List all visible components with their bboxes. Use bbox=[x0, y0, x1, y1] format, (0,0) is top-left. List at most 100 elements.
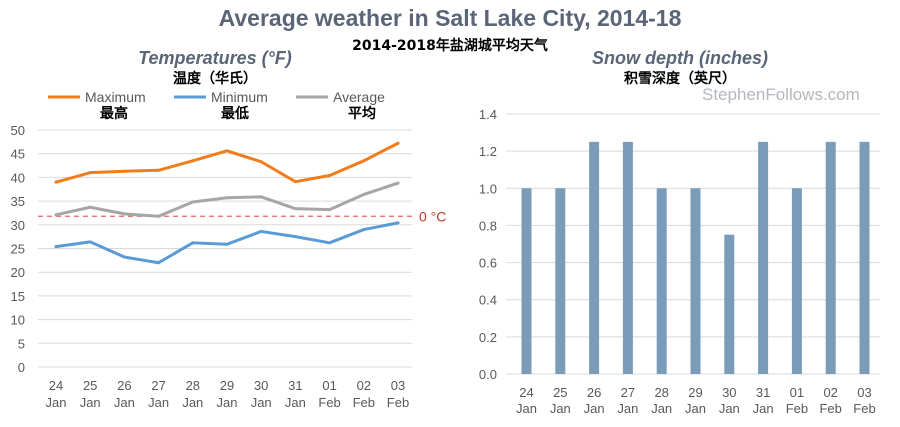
temp-x-tick-month: Jan bbox=[80, 395, 101, 410]
snow-x-tick-day: 30 bbox=[722, 385, 736, 400]
temp-x-tick-day: 01 bbox=[322, 378, 336, 393]
maximum-data-point bbox=[396, 141, 400, 145]
maximum-series-line bbox=[54, 141, 400, 184]
snow-bar bbox=[825, 141, 836, 374]
temp-x-tick-month: Jan bbox=[182, 395, 203, 410]
minimum-data-point bbox=[54, 245, 58, 249]
snow-y-tick-label: 0.8 bbox=[479, 218, 497, 233]
temp-x-tick-month: Feb bbox=[387, 395, 409, 410]
snow-x-tick-month: Jan bbox=[685, 401, 706, 416]
snow-y-tick-label: 1.0 bbox=[479, 181, 497, 196]
snow-bar bbox=[758, 141, 769, 374]
minimum-data-point bbox=[362, 228, 366, 232]
maximum-data-point bbox=[328, 174, 332, 178]
minimum-data-point bbox=[157, 261, 161, 265]
average-data-point bbox=[259, 195, 263, 199]
snow-x-tick-month: Feb bbox=[786, 401, 808, 416]
minimum-legend-label: Minimum bbox=[211, 89, 268, 105]
maximum-data-point bbox=[362, 159, 366, 163]
minimum-data-point bbox=[122, 255, 126, 259]
snow-y-tick-label: 0.4 bbox=[479, 293, 497, 308]
snow-x-tick-month: Jan bbox=[584, 401, 605, 416]
snow-bar bbox=[589, 141, 600, 374]
minimum-data-point bbox=[293, 235, 297, 239]
temp-x-tick-month: Jan bbox=[148, 395, 169, 410]
temp-x-tick-day: 02 bbox=[357, 378, 371, 393]
watermark: StephenFollows.com bbox=[702, 85, 860, 104]
snow-x-tick-day: 24 bbox=[519, 385, 533, 400]
temp-x-tick-day: 03 bbox=[391, 378, 405, 393]
temp-y-tick-label: 0 bbox=[18, 360, 25, 375]
maximum-data-point bbox=[293, 180, 297, 184]
temp-x-tick-month: Jan bbox=[285, 395, 306, 410]
average-data-point bbox=[362, 192, 366, 196]
snow-chart-title: Snow depth (inches) bbox=[591, 48, 768, 68]
minimum-data-point bbox=[328, 241, 332, 245]
average-series-line bbox=[54, 181, 400, 218]
snow-x-tick-day: 03 bbox=[857, 385, 871, 400]
snow-x-tick-day: 26 bbox=[587, 385, 601, 400]
temp-x-tick-day: 25 bbox=[83, 378, 97, 393]
average-data-point bbox=[54, 213, 58, 217]
temp-x-tick-month: Feb bbox=[353, 395, 375, 410]
snow-x-tick-month: Jan bbox=[753, 401, 774, 416]
maximum-data-point bbox=[259, 160, 263, 164]
average-legend-label: Average bbox=[333, 89, 385, 105]
snow-x-tick-month: Feb bbox=[853, 401, 875, 416]
minimum-data-point bbox=[259, 229, 263, 233]
snow-x-tick-day: 25 bbox=[553, 385, 567, 400]
snow-x-tick-month: Jan bbox=[617, 401, 638, 416]
snow-y-tick-label: 1.4 bbox=[479, 107, 497, 122]
maximum-data-point bbox=[225, 149, 229, 153]
snow-x-tick-month: Jan bbox=[516, 401, 537, 416]
maximum-legend-label: Maximum bbox=[85, 89, 146, 105]
snow-y-tick-label: 0.0 bbox=[479, 367, 497, 382]
temperature-chart-title: Temperatures (°F) bbox=[138, 48, 292, 68]
temp-y-tick-label: 25 bbox=[11, 242, 25, 257]
snow-x-tick-month: Jan bbox=[719, 401, 740, 416]
snow-y-tick-label: 1.2 bbox=[479, 144, 497, 159]
temp-y-tick-label: 10 bbox=[11, 313, 25, 328]
snow-chart-subtitle: 积雪深度（英尺） bbox=[624, 71, 736, 87]
snow-y-tick-label: 0.2 bbox=[479, 330, 497, 345]
average-data-point bbox=[122, 212, 126, 216]
snow-x-tick-day: 31 bbox=[756, 385, 770, 400]
temp-x-tick-day: 29 bbox=[220, 378, 234, 393]
temp-x-tick-month: Feb bbox=[318, 395, 340, 410]
snow-bar bbox=[555, 188, 566, 374]
maximum-data-point bbox=[157, 168, 161, 172]
minimum-data-point bbox=[191, 241, 195, 245]
main-title: Average weather in Salt Lake City, 2014-… bbox=[218, 5, 682, 31]
average-data-point bbox=[396, 181, 400, 185]
snow-x-tick-day: 28 bbox=[654, 385, 668, 400]
snow-bar bbox=[791, 188, 802, 374]
temp-x-tick-month: Jan bbox=[217, 395, 238, 410]
temp-y-tick-label: 15 bbox=[11, 289, 25, 304]
snow-x-tick-day: 02 bbox=[823, 385, 837, 400]
temp-x-tick-month: Jan bbox=[251, 395, 272, 410]
snow-bar bbox=[724, 234, 735, 374]
average-legend-label-cn: 平均 bbox=[348, 105, 376, 122]
snow-bar bbox=[521, 188, 532, 374]
temp-x-tick-day: 28 bbox=[186, 378, 200, 393]
maximum-data-point bbox=[54, 180, 58, 184]
temp-x-tick-day: 30 bbox=[254, 378, 268, 393]
average-data-point bbox=[191, 200, 195, 204]
average-data-point bbox=[88, 205, 92, 209]
snow-bar bbox=[622, 141, 633, 374]
temp-y-tick-label: 5 bbox=[18, 336, 25, 351]
snow-x-tick-day: 29 bbox=[688, 385, 702, 400]
maximum-data-point bbox=[122, 169, 126, 173]
maximum-data-point bbox=[88, 171, 92, 175]
maximum-data-point bbox=[191, 159, 195, 163]
snow-bar bbox=[690, 188, 701, 374]
freezing-reference-label: 0 °C bbox=[419, 208, 446, 224]
snow-x-tick-day: 01 bbox=[790, 385, 804, 400]
minimum-data-point bbox=[396, 221, 400, 225]
snow-y-tick-label: 0.6 bbox=[479, 256, 497, 271]
temp-x-tick-day: 31 bbox=[288, 378, 302, 393]
average-data-point bbox=[157, 214, 161, 218]
temp-x-tick-month: Jan bbox=[114, 395, 135, 410]
temp-y-tick-label: 50 bbox=[11, 123, 25, 138]
